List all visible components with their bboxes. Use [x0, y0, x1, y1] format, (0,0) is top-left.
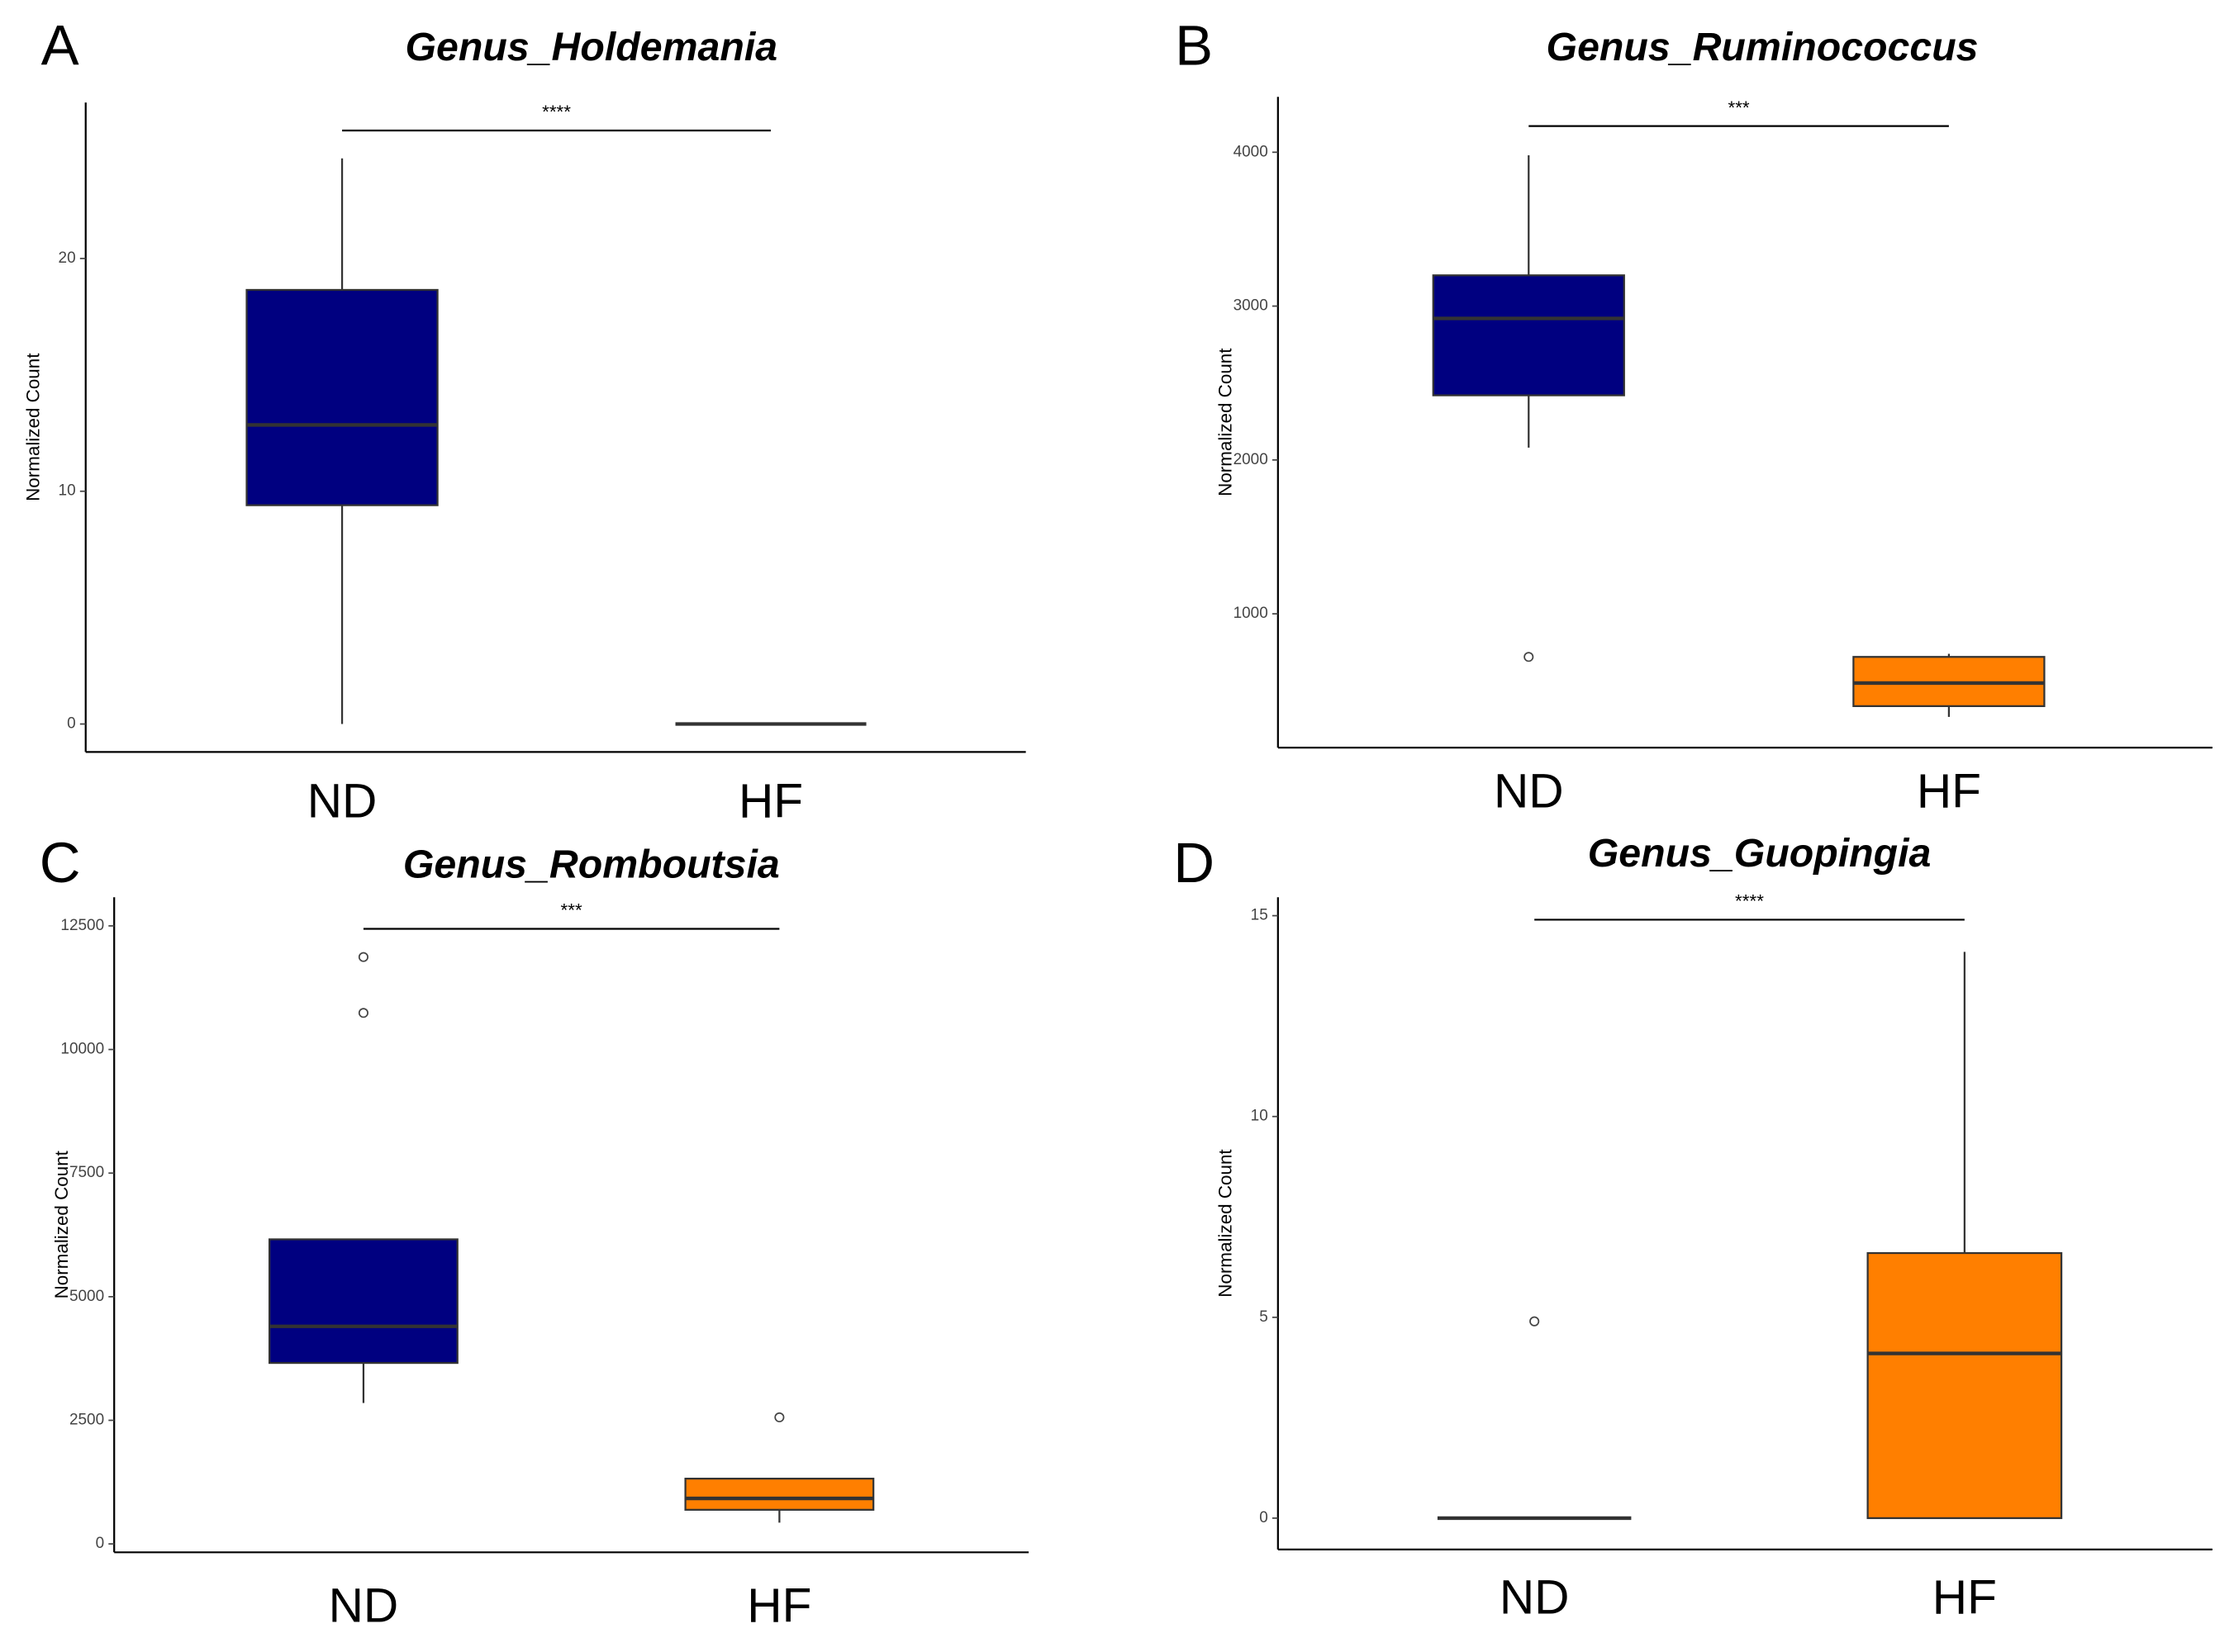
chart-title: Genus_Ruminococcus	[1547, 25, 1979, 69]
box	[269, 1238, 459, 1365]
outlier	[774, 1412, 785, 1422]
chart-title: Genus_Romboutsia	[403, 843, 780, 887]
y-tick-label: 1000	[1233, 605, 1268, 622]
y-tick-label: 2500	[69, 1412, 104, 1429]
x-tick-label: HF	[1932, 1570, 1997, 1624]
significance-label: ***	[561, 900, 582, 921]
significance-label: ****	[542, 102, 571, 122]
x-tick-label: ND	[1494, 765, 1564, 819]
outlier	[358, 1008, 368, 1018]
x-tick-label: ND	[307, 775, 378, 828]
chart-title: Genus_Holdemania	[405, 25, 777, 69]
y-tick-label: 2000	[1233, 451, 1268, 468]
box	[245, 288, 439, 506]
significance-label: ****	[1735, 891, 1764, 912]
y-tick-label: 15	[1251, 907, 1268, 924]
outlier	[1529, 1316, 1540, 1327]
y-tick-label: 10000	[60, 1041, 104, 1058]
y-tick-label: 20	[59, 249, 76, 267]
x-tick-label: ND	[1500, 1570, 1570, 1624]
y-axis-title: Normalized Count	[51, 1150, 72, 1298]
y-tick-label: 3000	[1233, 297, 1268, 315]
y-axis-title: Normalized Count	[23, 353, 44, 501]
x-tick-label: HF	[747, 1579, 811, 1633]
x-tick-label: HF	[739, 775, 803, 828]
y-tick-label: 10	[1251, 1108, 1268, 1125]
panel-letter: A	[41, 14, 79, 78]
x-tick-label: ND	[329, 1579, 399, 1633]
y-axis-title: Normalized Count	[1215, 1149, 1236, 1298]
y-tick-label: 0	[96, 1535, 105, 1552]
outlier	[358, 952, 368, 962]
y-tick-label: 5000	[69, 1288, 104, 1305]
y-tick-label: 0	[67, 715, 76, 733]
y-tick-label: 5	[1259, 1308, 1268, 1326]
y-tick-label: 0	[1259, 1509, 1268, 1526]
y-tick-label: 7500	[69, 1164, 104, 1181]
panel-letter: B	[1175, 14, 1213, 78]
y-tick-label: 4000	[1233, 143, 1268, 160]
y-axis-title: Normalized Count	[1215, 348, 1236, 496]
panel-letter: D	[1173, 831, 1214, 895]
x-tick-label: HF	[1917, 765, 1981, 819]
box	[1866, 1251, 2063, 1520]
box	[684, 1478, 875, 1511]
outlier	[1523, 652, 1534, 662]
chart-title: Genus_Guopingia	[1588, 831, 1932, 876]
y-tick-label: 10	[59, 482, 76, 500]
y-tick-label: 12500	[60, 917, 104, 934]
box	[1432, 274, 1625, 396]
significance-label: ***	[1728, 97, 1750, 118]
panel-letter: C	[40, 831, 81, 895]
